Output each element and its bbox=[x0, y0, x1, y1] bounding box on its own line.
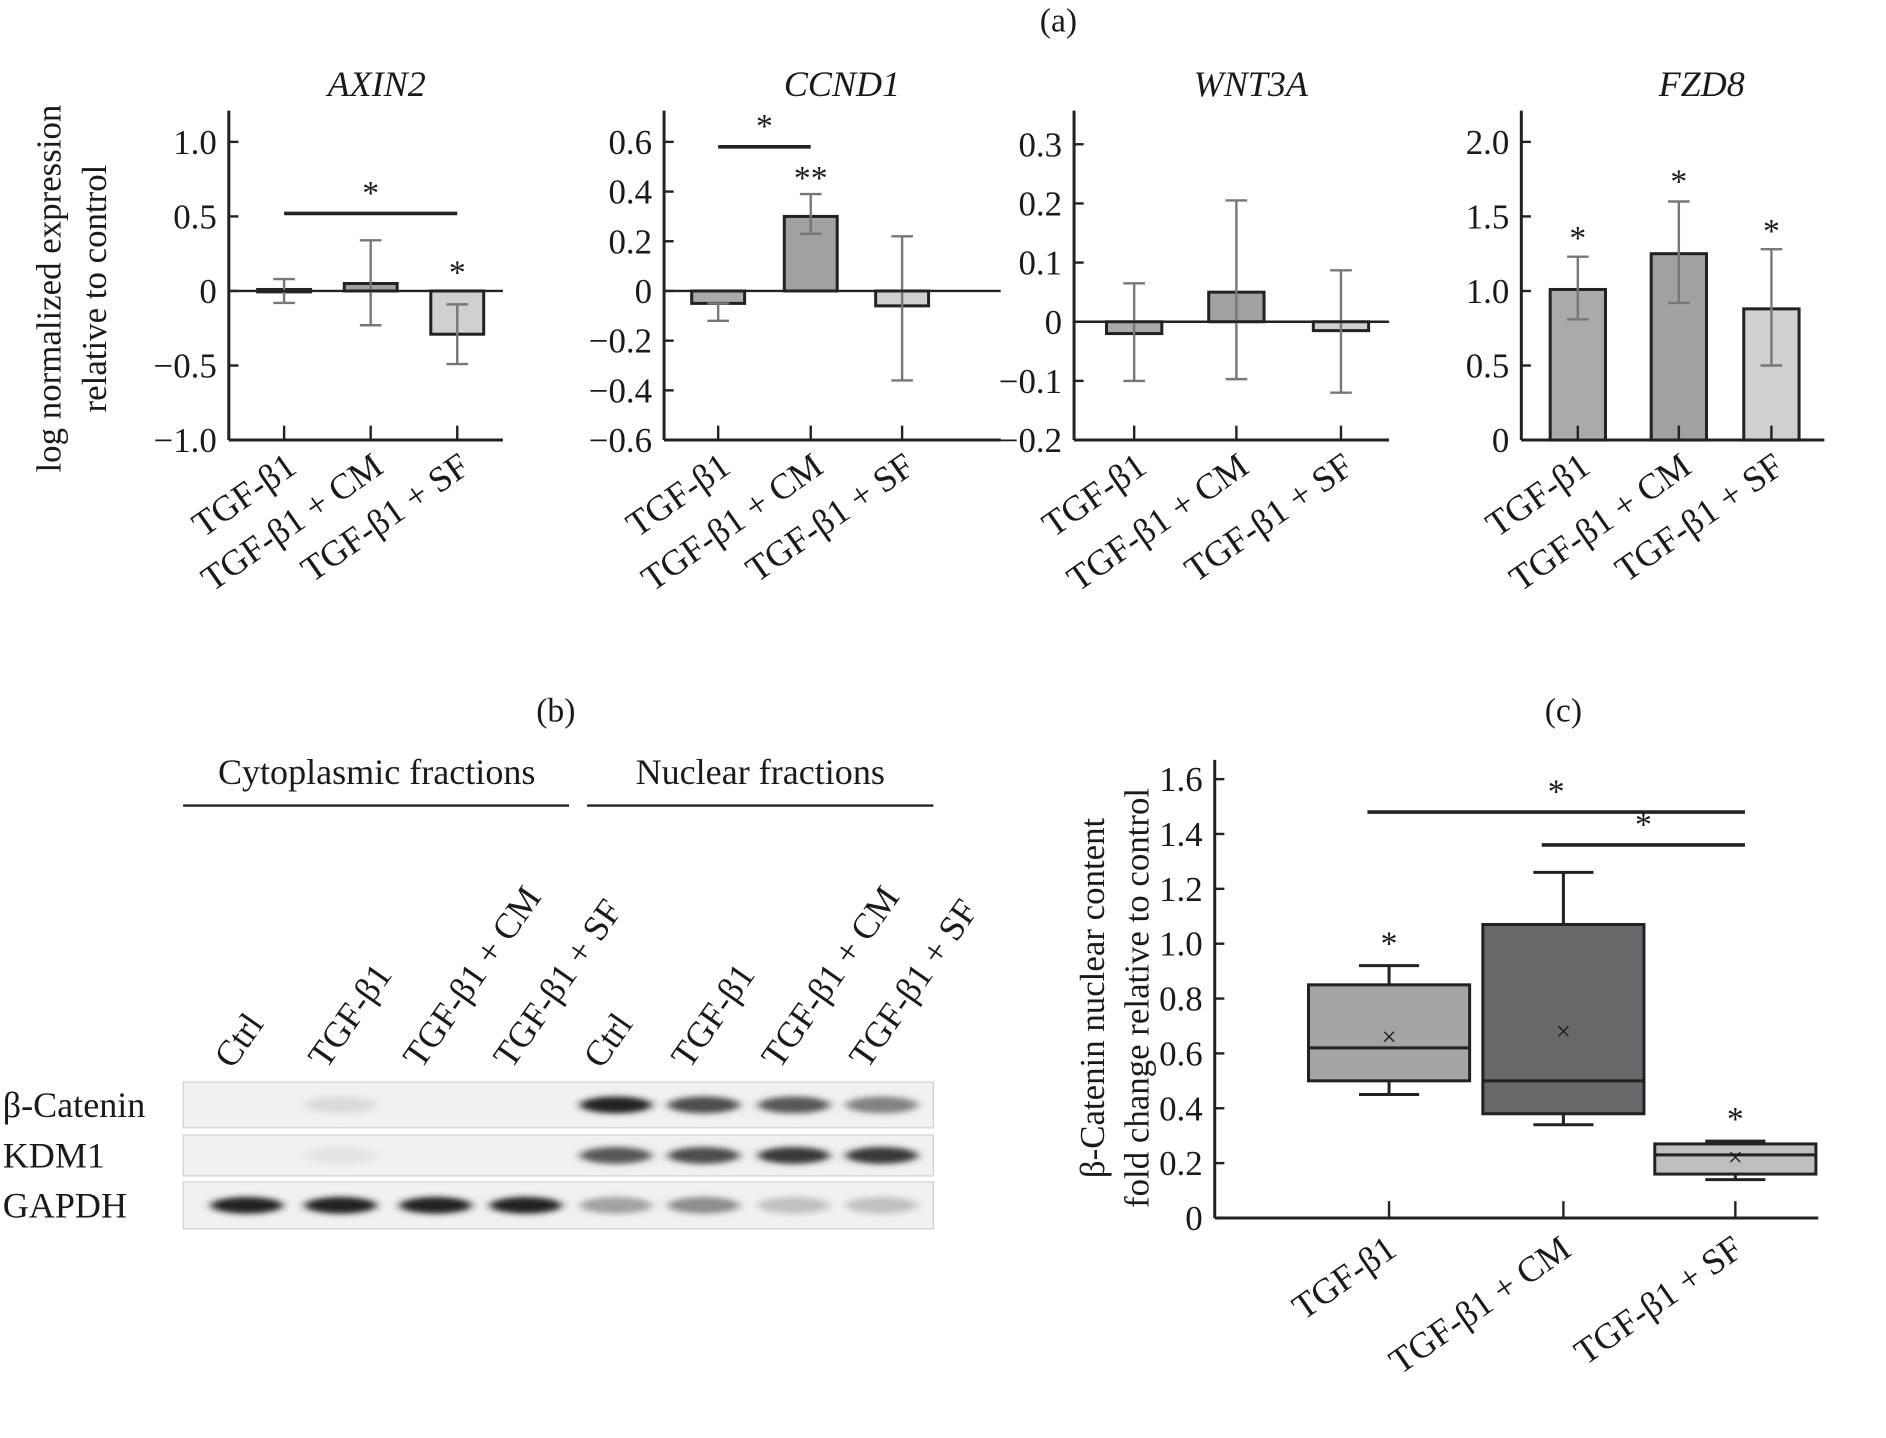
y-tick-label: 0 bbox=[1045, 303, 1062, 342]
box bbox=[1653, 1142, 1818, 1176]
protein-band bbox=[667, 1096, 740, 1114]
y-tick-label: 1.0 bbox=[1466, 272, 1510, 311]
y-tick-label: −0.1 bbox=[999, 362, 1062, 401]
chart-ccnd1: CCND1−0.6−0.4−0.200.20.40.6TGF-β1TGF-β1 … bbox=[589, 64, 1001, 599]
protein-band bbox=[489, 1196, 562, 1214]
significance-star: * bbox=[1727, 1101, 1744, 1138]
y-tick-label: 0.4 bbox=[608, 173, 652, 212]
chart-title: CCND1 bbox=[784, 64, 900, 104]
panel-label-a: (a) bbox=[1040, 2, 1077, 39]
significance-star: * bbox=[1670, 164, 1687, 201]
y-tick-label: 0 bbox=[1492, 421, 1509, 460]
y-tick-label: 0.8 bbox=[1159, 980, 1203, 1019]
protein-band bbox=[579, 1147, 653, 1164]
y-tick-label: 0.6 bbox=[608, 123, 652, 162]
protein-band bbox=[667, 1196, 740, 1214]
x-category-label: TGF-β1 + CM bbox=[1382, 1228, 1578, 1382]
y-tick-label: −0.5 bbox=[154, 347, 217, 386]
mean-marker: × bbox=[1382, 1021, 1397, 1051]
y-tick-label: 1.4 bbox=[1159, 815, 1203, 854]
lane-label: TGF-β1 bbox=[663, 956, 763, 1074]
protein-band bbox=[667, 1147, 740, 1164]
y-tick-label: 0.2 bbox=[1018, 184, 1062, 223]
blot-row-label: GAPDH bbox=[3, 1185, 127, 1225]
x-category-label: TGF-β1 + SF bbox=[1567, 1228, 1750, 1373]
box bbox=[1307, 983, 1472, 1083]
y-tick-label: 0.6 bbox=[1159, 1034, 1203, 1073]
protein-band bbox=[757, 1196, 830, 1214]
significance-star: * bbox=[1381, 926, 1398, 963]
protein-band bbox=[757, 1096, 830, 1114]
mean-marker: × bbox=[1556, 1016, 1571, 1046]
chart-title: FZD8 bbox=[1658, 64, 1745, 104]
y-tick-label: 0.2 bbox=[1159, 1144, 1203, 1183]
protein-band bbox=[845, 1096, 918, 1114]
y-tick-label: −1.0 bbox=[154, 421, 217, 460]
significance-star: * bbox=[1548, 773, 1565, 810]
lane-label: Ctrl bbox=[575, 1006, 640, 1075]
significance-star: * bbox=[1569, 220, 1586, 257]
bar bbox=[690, 289, 747, 305]
y-axis-label-a-line2: relative to control bbox=[75, 165, 114, 413]
lane-label: TGF-β1 bbox=[300, 956, 400, 1074]
protein-band bbox=[304, 1147, 377, 1164]
chart-beta-catenin: 00.20.40.60.81.01.21.41.6× ××TGF-β1TGF-β1… bbox=[1159, 759, 1819, 1382]
significance-star: * bbox=[756, 108, 773, 145]
protein-band bbox=[304, 1196, 377, 1214]
panel-label-b: (b) bbox=[536, 692, 575, 729]
y-tick-label: 1.2 bbox=[1159, 870, 1203, 909]
y-tick-label: 0 bbox=[635, 272, 652, 311]
chart-title: AXIN2 bbox=[326, 64, 426, 104]
protein-band bbox=[757, 1147, 830, 1164]
significance-star: * bbox=[1635, 806, 1652, 843]
y-tick-label: 0.5 bbox=[1466, 347, 1510, 386]
y-tick-label: 0.3 bbox=[1018, 125, 1062, 164]
chart-title: WNT3A bbox=[1194, 64, 1309, 104]
y-tick-label: 0.2 bbox=[608, 222, 652, 261]
y-tick-label: 2.0 bbox=[1466, 123, 1510, 162]
significance-star: ** bbox=[794, 160, 828, 197]
blot-row-label: KDM1 bbox=[3, 1135, 105, 1175]
protein-band bbox=[399, 1196, 472, 1214]
y-tick-label: 0.4 bbox=[1159, 1089, 1203, 1128]
y-tick-label: 0.1 bbox=[1018, 244, 1062, 283]
y-tick-label: 1.0 bbox=[1159, 925, 1203, 964]
protein-band bbox=[579, 1096, 653, 1114]
protein-band bbox=[304, 1096, 377, 1114]
y-axis-label-c-line2: fold change relative to control bbox=[1118, 788, 1157, 1208]
panel-label-c: (c) bbox=[1545, 692, 1582, 729]
y-axis-label-c-line1: β-Catenin nuclear content bbox=[1073, 817, 1112, 1178]
y-axis-label-a-line1: log normalized expression bbox=[29, 105, 68, 473]
mean-marker: × bbox=[1728, 1142, 1743, 1172]
protein-band bbox=[210, 1196, 283, 1214]
protein-band bbox=[579, 1196, 653, 1214]
y-tick-label: −0.2 bbox=[999, 421, 1062, 460]
group-label-nuclear: Nuclear fractions bbox=[636, 752, 885, 792]
x-category-label: TGF-β1 bbox=[1285, 1228, 1403, 1328]
lane-label: Ctrl bbox=[206, 1006, 271, 1075]
blot-row-label: β-Catenin bbox=[3, 1085, 146, 1125]
y-tick-label: −0.4 bbox=[589, 371, 652, 410]
y-tick-label: 1.0 bbox=[173, 123, 217, 162]
y-tick-label: 0.5 bbox=[173, 197, 217, 236]
protein-band bbox=[845, 1147, 918, 1164]
y-tick-label: 1.5 bbox=[1466, 197, 1510, 236]
y-tick-label: −0.6 bbox=[589, 421, 652, 460]
y-tick-label: −0.2 bbox=[589, 322, 652, 361]
y-tick-label: 0 bbox=[1185, 1199, 1202, 1238]
y-tick-label: 1.6 bbox=[1159, 760, 1203, 799]
protein-band bbox=[845, 1196, 918, 1214]
significance-star: * bbox=[362, 175, 379, 212]
significance-star: * bbox=[1763, 213, 1780, 250]
group-label-cytoplasmic: Cytoplasmic fractions bbox=[218, 752, 535, 792]
y-tick-label: 0 bbox=[199, 272, 216, 311]
significance-star: * bbox=[449, 255, 466, 292]
